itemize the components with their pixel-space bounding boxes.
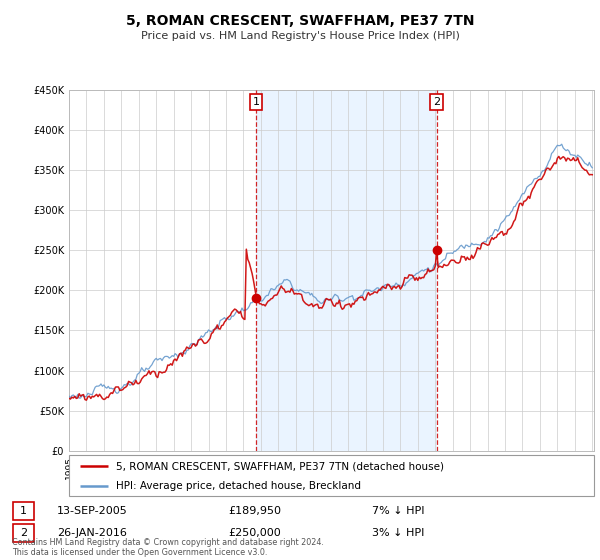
Text: 1: 1	[20, 506, 27, 516]
Text: 7% ↓ HPI: 7% ↓ HPI	[372, 506, 425, 516]
FancyBboxPatch shape	[13, 524, 34, 542]
Text: 5, ROMAN CRESCENT, SWAFFHAM, PE37 7TN: 5, ROMAN CRESCENT, SWAFFHAM, PE37 7TN	[126, 14, 474, 28]
Bar	[256, 90, 437, 451]
Text: Contains HM Land Registry data © Crown copyright and database right 2024.
This d: Contains HM Land Registry data © Crown c…	[12, 538, 324, 557]
Text: Price paid vs. HM Land Registry's House Price Index (HPI): Price paid vs. HM Land Registry's House …	[140, 31, 460, 41]
Text: 5, ROMAN CRESCENT, SWAFFHAM, PE37 7TN (detached house): 5, ROMAN CRESCENT, SWAFFHAM, PE37 7TN (d…	[116, 461, 444, 471]
Text: HPI: Average price, detached house, Breckland: HPI: Average price, detached house, Brec…	[116, 480, 361, 491]
Text: 3% ↓ HPI: 3% ↓ HPI	[372, 528, 424, 538]
FancyBboxPatch shape	[69, 455, 594, 496]
Text: 13-SEP-2005: 13-SEP-2005	[57, 506, 128, 516]
Text: 2: 2	[20, 528, 27, 538]
Text: 2: 2	[433, 97, 440, 108]
Text: £189,950: £189,950	[228, 506, 281, 516]
Text: 1: 1	[253, 97, 259, 108]
Text: £250,000: £250,000	[228, 528, 281, 538]
FancyBboxPatch shape	[13, 502, 34, 520]
Text: 26-JAN-2016: 26-JAN-2016	[57, 528, 127, 538]
